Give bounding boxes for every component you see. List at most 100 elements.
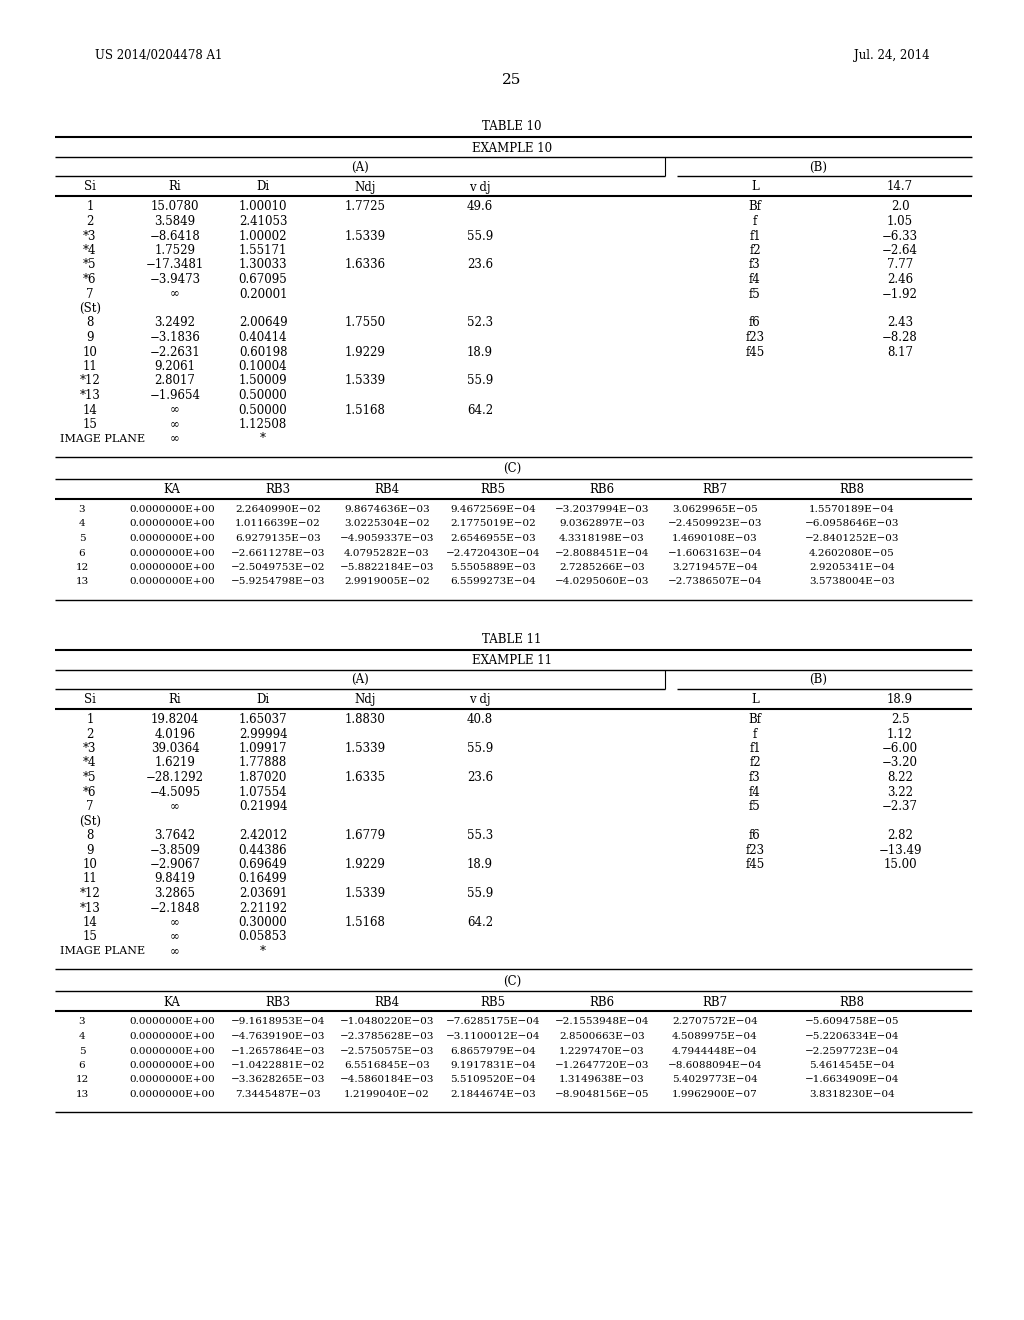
Text: 1.87020: 1.87020	[239, 771, 287, 784]
Text: 0.0000000E+00: 0.0000000E+00	[129, 564, 215, 572]
Text: Di: Di	[256, 693, 269, 706]
Text: 1.5339: 1.5339	[344, 887, 386, 900]
Text: 2.1844674E−03: 2.1844674E−03	[451, 1090, 536, 1100]
Text: f5: f5	[750, 800, 761, 813]
Text: 5.4614545E−04: 5.4614545E−04	[809, 1061, 895, 1071]
Text: 2.43: 2.43	[887, 317, 913, 330]
Text: IMAGE PLANE: IMAGE PLANE	[60, 946, 145, 957]
Text: 13: 13	[76, 578, 89, 586]
Text: −3.1836: −3.1836	[150, 331, 201, 345]
Text: ∞: ∞	[170, 916, 180, 929]
Text: 3.0225304E−02: 3.0225304E−02	[344, 520, 430, 528]
Text: 25: 25	[503, 73, 521, 87]
Text: 1.6336: 1.6336	[344, 259, 386, 272]
Text: ∞: ∞	[170, 931, 180, 944]
Text: 2.7285266E−03: 2.7285266E−03	[559, 564, 645, 572]
Text: 55.9: 55.9	[467, 230, 494, 243]
Text: (C): (C)	[503, 974, 521, 987]
Text: 1.09917: 1.09917	[239, 742, 288, 755]
Text: RB5: RB5	[480, 995, 506, 1008]
Text: (A): (A)	[351, 161, 369, 173]
Text: −2.2597723E−04: −2.2597723E−04	[805, 1047, 899, 1056]
Text: 2.42012: 2.42012	[239, 829, 287, 842]
Text: −1.0480220E−03: −1.0480220E−03	[340, 1018, 434, 1027]
Text: *13: *13	[80, 389, 100, 403]
Text: ∞: ∞	[170, 945, 180, 958]
Text: 5.5109520E−04: 5.5109520E−04	[451, 1076, 536, 1085]
Text: Bf: Bf	[749, 201, 762, 214]
Text: 2.21192: 2.21192	[239, 902, 287, 915]
Text: 1: 1	[86, 201, 93, 214]
Text: f45: f45	[745, 346, 765, 359]
Text: −2.2631: −2.2631	[150, 346, 201, 359]
Text: f23: f23	[745, 843, 765, 857]
Text: 7: 7	[86, 800, 94, 813]
Text: 4.5089975E−04: 4.5089975E−04	[672, 1032, 758, 1041]
Text: 1.2297470E−03: 1.2297470E−03	[559, 1047, 645, 1056]
Text: 0.0000000E+00: 0.0000000E+00	[129, 520, 215, 528]
Text: 2.8017: 2.8017	[155, 375, 196, 388]
Text: 15: 15	[83, 418, 97, 432]
Text: 49.6: 49.6	[467, 201, 494, 214]
Text: 3.2492: 3.2492	[155, 317, 196, 330]
Text: 64.2: 64.2	[467, 404, 494, 417]
Text: 0.16499: 0.16499	[239, 873, 288, 886]
Text: −6.00: −6.00	[882, 742, 919, 755]
Text: 1.00002: 1.00002	[239, 230, 288, 243]
Text: *13: *13	[80, 902, 100, 915]
Text: 1.5339: 1.5339	[344, 230, 386, 243]
Text: 6: 6	[79, 1061, 85, 1071]
Text: *6: *6	[83, 785, 96, 799]
Text: −2.37: −2.37	[882, 800, 918, 813]
Text: 1.8830: 1.8830	[344, 713, 385, 726]
Text: f4: f4	[750, 273, 761, 286]
Text: L: L	[752, 693, 759, 706]
Text: TABLE 11: TABLE 11	[482, 634, 542, 645]
Text: Di: Di	[256, 181, 269, 194]
Text: −2.3785628E−03: −2.3785628E−03	[340, 1032, 434, 1041]
Text: EXAMPLE 11: EXAMPLE 11	[472, 653, 552, 667]
Text: 1.12508: 1.12508	[239, 418, 287, 432]
Text: −2.6611278E−03: −2.6611278E−03	[230, 549, 326, 557]
Text: 15: 15	[83, 931, 97, 944]
Text: 1.3149638E−03: 1.3149638E−03	[559, 1076, 645, 1085]
Text: 0.05853: 0.05853	[239, 931, 288, 944]
Text: 4: 4	[79, 520, 85, 528]
Text: −3.2037994E−03: −3.2037994E−03	[555, 506, 649, 513]
Text: 1.4690108E−03: 1.4690108E−03	[672, 535, 758, 543]
Text: 14: 14	[83, 916, 97, 929]
Text: *4: *4	[83, 244, 96, 257]
Text: −1.2647720E−03: −1.2647720E−03	[555, 1061, 649, 1071]
Text: 9.0362897E−03: 9.0362897E−03	[559, 520, 645, 528]
Text: 55.9: 55.9	[467, 375, 494, 388]
Text: 7.3445487E−03: 7.3445487E−03	[236, 1090, 321, 1100]
Text: 2.1775019E−02: 2.1775019E−02	[451, 520, 536, 528]
Text: 9.8674636E−03: 9.8674636E−03	[344, 506, 430, 513]
Text: 5.5505889E−03: 5.5505889E−03	[451, 564, 536, 572]
Text: 10: 10	[83, 858, 97, 871]
Text: −1.0422881E−02: −1.0422881E−02	[230, 1061, 326, 1071]
Text: *3: *3	[83, 230, 96, 243]
Text: 4.2602080E−05: 4.2602080E−05	[809, 549, 895, 557]
Text: −9.1618953E−04: −9.1618953E−04	[230, 1018, 326, 1027]
Text: f: f	[753, 727, 757, 741]
Text: 8.17: 8.17	[887, 346, 913, 359]
Text: RB6: RB6	[590, 995, 614, 1008]
Text: 0.20001: 0.20001	[239, 288, 288, 301]
Text: 2.03691: 2.03691	[239, 887, 288, 900]
Text: 4.0196: 4.0196	[155, 727, 196, 741]
Text: −5.2206334E−04: −5.2206334E−04	[805, 1032, 899, 1041]
Text: −2.8401252E−03: −2.8401252E−03	[805, 535, 899, 543]
Text: 6.5599273E−04: 6.5599273E−04	[451, 578, 536, 586]
Text: 2.46: 2.46	[887, 273, 913, 286]
Text: 4.0795282E−03: 4.0795282E−03	[344, 549, 430, 557]
Text: −13.49: −13.49	[879, 843, 922, 857]
Text: *5: *5	[83, 771, 96, 784]
Text: 55.9: 55.9	[467, 742, 494, 755]
Text: 9: 9	[86, 843, 94, 857]
Text: 9.4672569E−04: 9.4672569E−04	[451, 506, 536, 513]
Text: 0.69649: 0.69649	[239, 858, 288, 871]
Text: −28.1292: −28.1292	[146, 771, 204, 784]
Text: ∞: ∞	[170, 404, 180, 417]
Text: −5.9254798E−03: −5.9254798E−03	[230, 578, 326, 586]
